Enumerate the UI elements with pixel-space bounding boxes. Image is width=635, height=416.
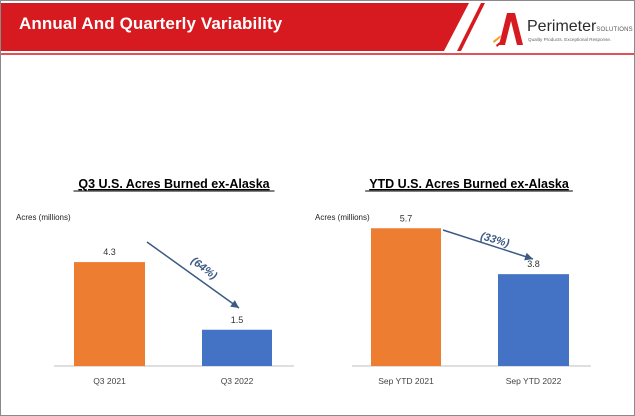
title-banner bbox=[1, 3, 634, 55]
logo-tagline: Quality Products. Exceptional Response. bbox=[528, 37, 612, 42]
logo-name: PerimeterSOLUTIONS bbox=[527, 18, 633, 35]
bar-value-label: 3.8 bbox=[527, 259, 540, 269]
arrowhead-icon bbox=[230, 300, 239, 308]
bar-value-label: 4.3 bbox=[103, 247, 116, 257]
x-tick-label: Q3 2021 bbox=[93, 376, 126, 386]
change-arrow-line bbox=[146, 241, 240, 309]
chart-title: Q3 U.S. Acres Burned ex-Alaska bbox=[78, 177, 270, 191]
bar bbox=[74, 262, 145, 366]
change-arrow-line bbox=[442, 229, 534, 260]
bar bbox=[202, 329, 272, 366]
bar-value-label: 1.5 bbox=[231, 315, 244, 325]
y-axis-label: Acres (millions) bbox=[315, 213, 370, 222]
x-tick-label: Q3 2022 bbox=[221, 376, 254, 386]
bar-value-label: 5.7 bbox=[400, 213, 413, 223]
change-annotation: (64%) bbox=[188, 255, 219, 282]
bar bbox=[371, 228, 441, 366]
slide-title: Annual And Quarterly Variability bbox=[19, 14, 283, 33]
banner-red-band bbox=[1, 3, 469, 51]
y-axis-label: Acres (millions) bbox=[16, 213, 71, 222]
logo-suffix: SOLUTIONS bbox=[596, 27, 633, 33]
chart-title: YTD U.S. Acres Burned ex-Alaska bbox=[369, 177, 570, 191]
x-tick-label: Sep YTD 2021 bbox=[378, 376, 434, 386]
x-tick-label: Sep YTD 2022 bbox=[506, 376, 562, 386]
bar bbox=[498, 274, 569, 366]
logo-mark-icon bbox=[493, 13, 523, 47]
banner-stripe bbox=[457, 3, 485, 51]
company-logo: PerimeterSOLUTIONS Quality Products. Exc… bbox=[487, 9, 633, 49]
arrowhead-icon bbox=[524, 252, 533, 261]
